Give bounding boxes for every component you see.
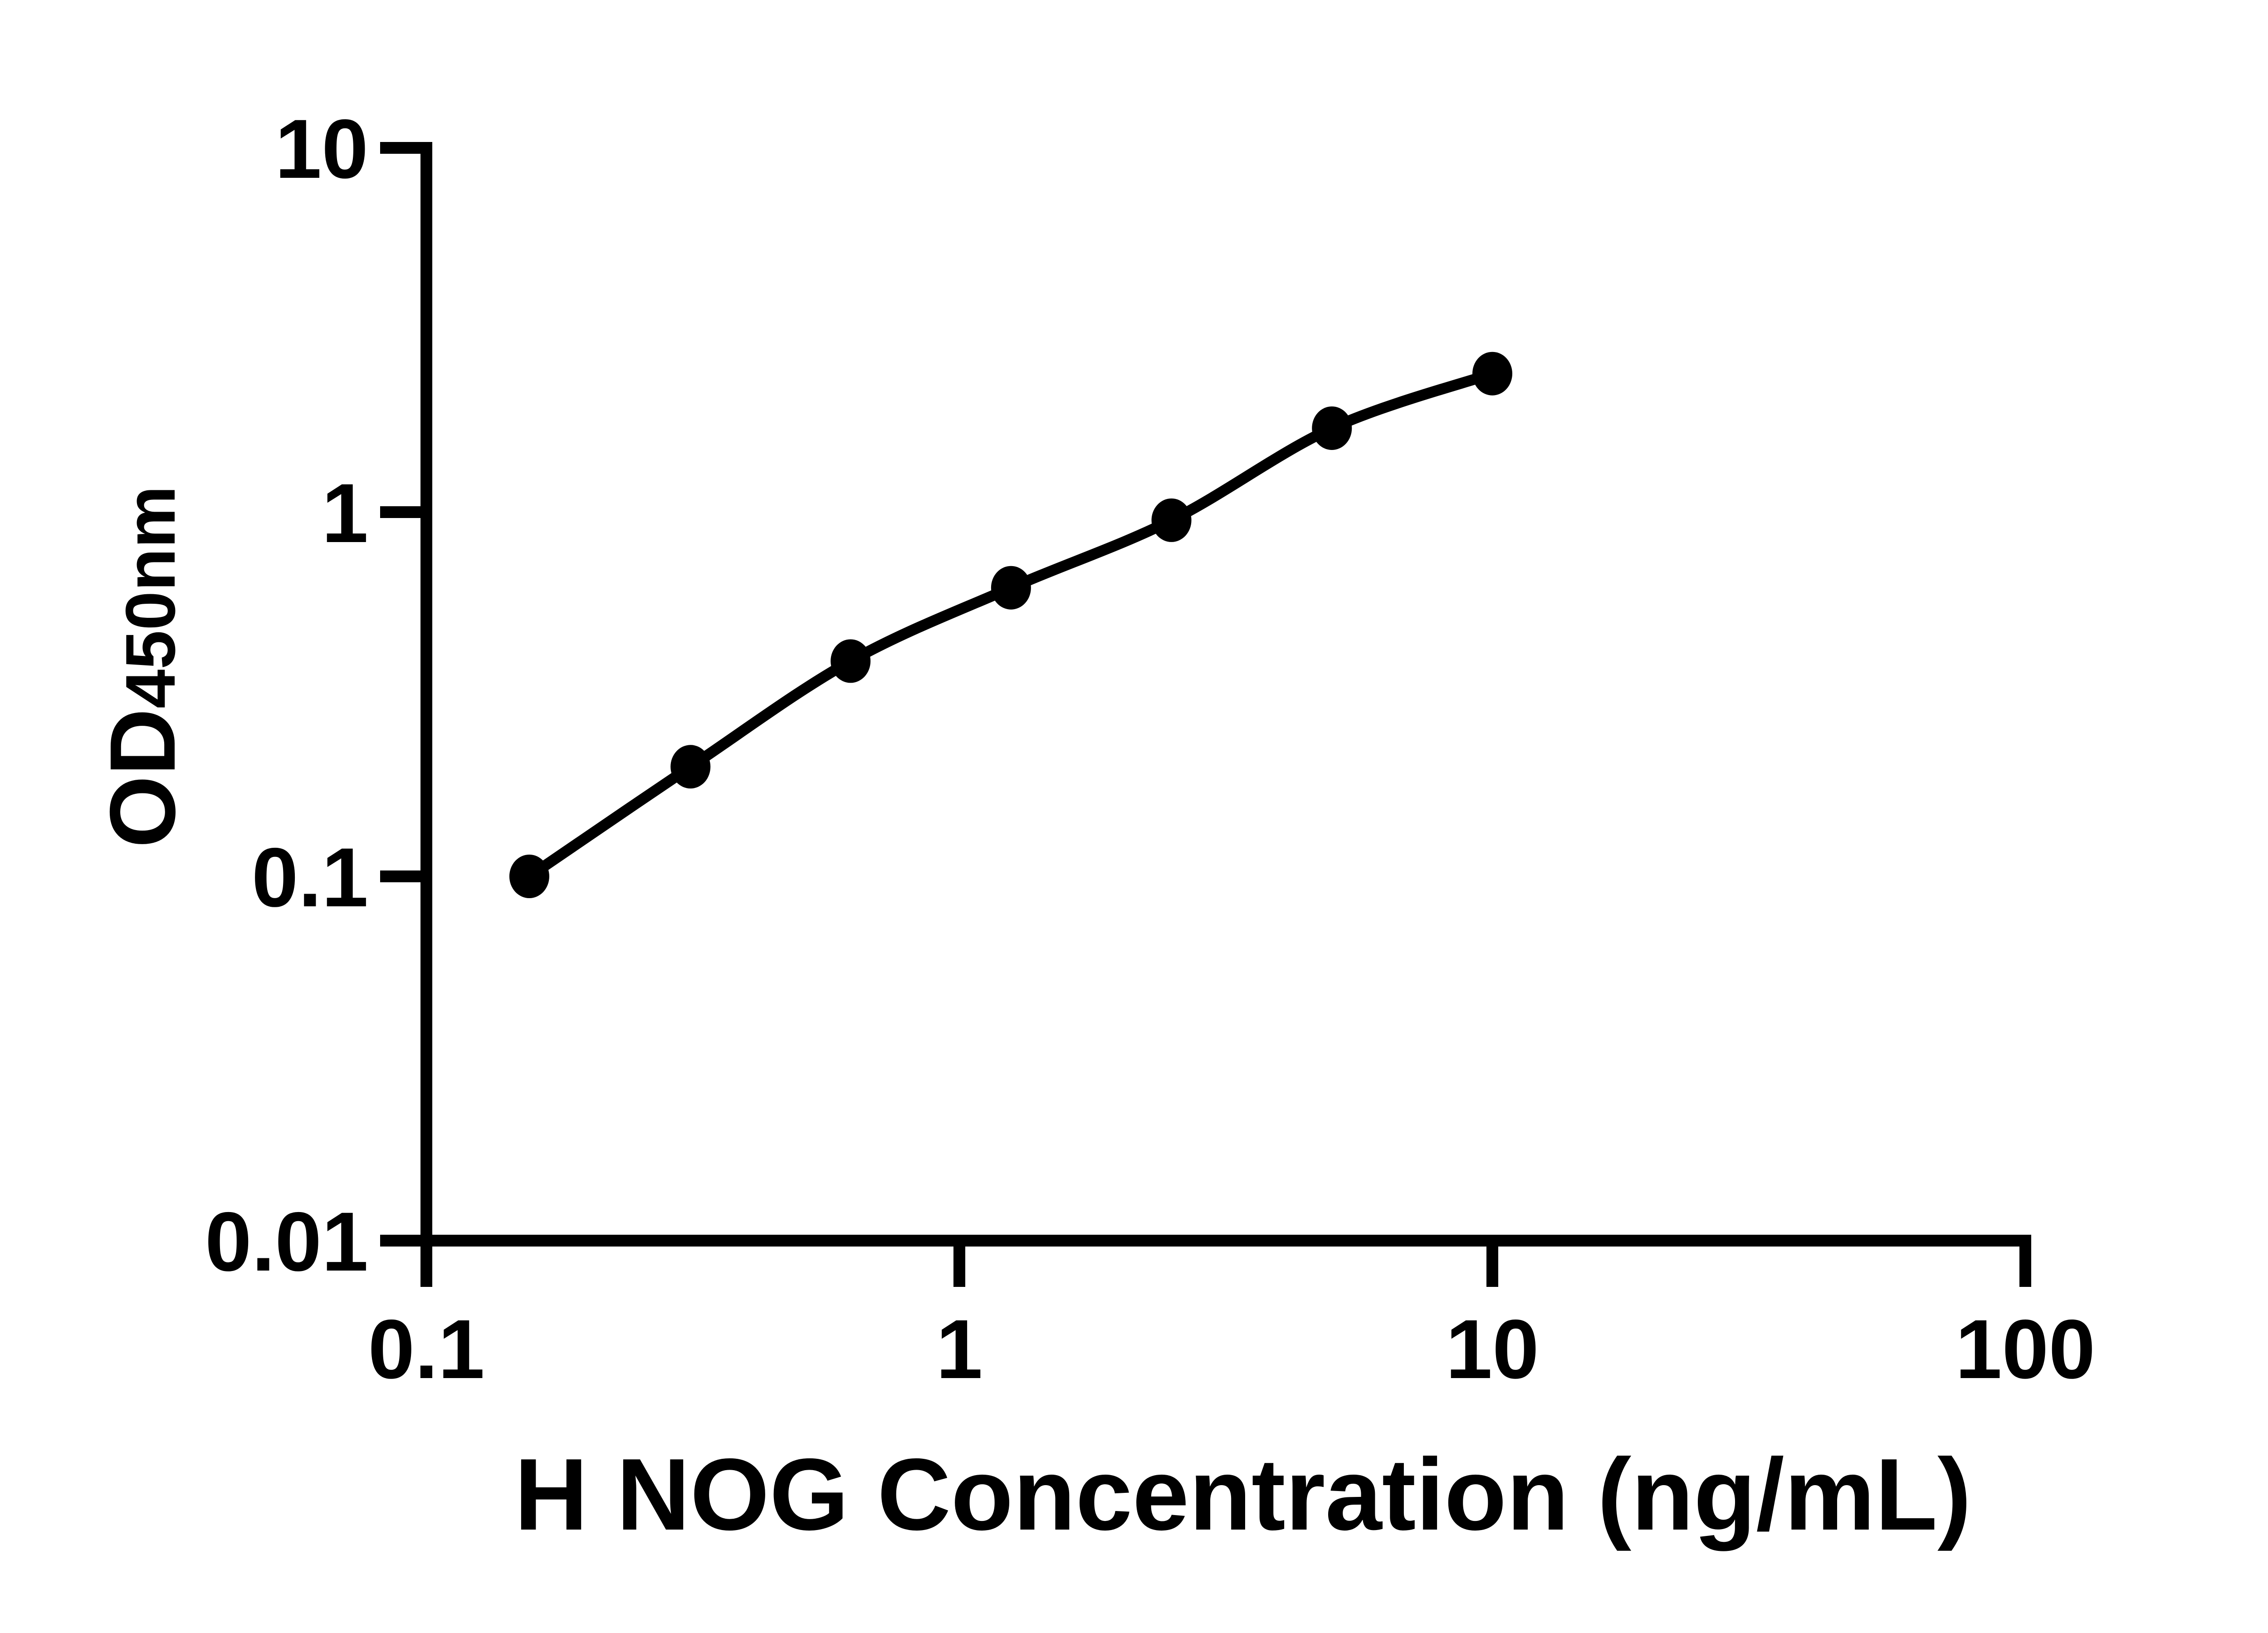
y-tick-label-0: 0.01 <box>205 1195 368 1289</box>
x-axis-tick-labels: 0.1 1 10 100 <box>368 1303 2095 1396</box>
standard-curve-line <box>523 368 1498 882</box>
y-axis-tick-labels: 0.01 0.1 1 10 <box>205 103 368 1289</box>
data-point-marker <box>831 639 871 683</box>
y-axis-title-main: OD <box>91 709 195 848</box>
y-axis-title-sub: 450nm <box>111 486 190 709</box>
data-point-marker <box>1312 406 1352 450</box>
y-tick-label-2: 1 <box>322 467 368 560</box>
x-tick-label-1: 1 <box>936 1303 983 1396</box>
x-tick-label-0: 0.1 <box>368 1303 484 1396</box>
x-axis-title: H NOG Concentration (ng/mL) <box>514 1437 1971 1551</box>
y-axis-title: OD450nm <box>91 486 195 848</box>
x-tick-label-2: 10 <box>1446 1303 1539 1396</box>
data-point-marker <box>509 855 549 898</box>
y-tick-label-3: 10 <box>275 103 368 196</box>
data-point-marker <box>1151 498 1192 542</box>
data-point-marker <box>991 566 1031 610</box>
data-point-marker <box>670 745 711 789</box>
data-point-markers <box>509 352 1512 898</box>
y-tick-label-1: 0.1 <box>252 831 368 924</box>
data-point-marker <box>1472 352 1512 396</box>
x-tick-label-3: 100 <box>1955 1303 2096 1396</box>
axes <box>380 142 2031 1287</box>
